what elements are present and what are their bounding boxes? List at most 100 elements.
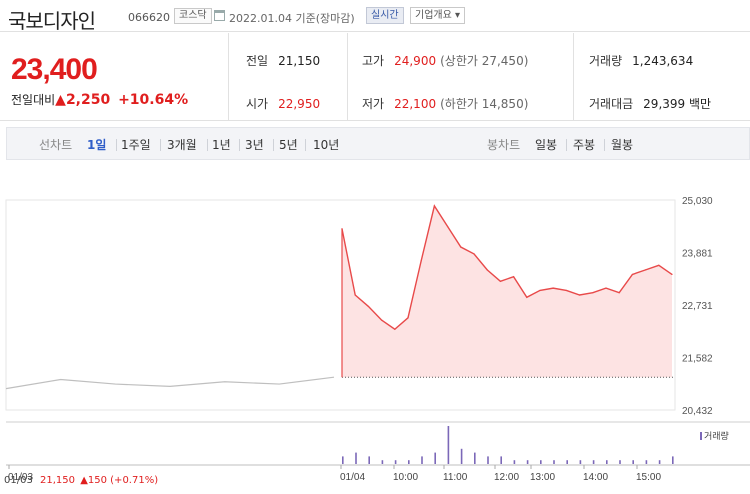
volume-bar bbox=[645, 460, 648, 464]
calendar-icon bbox=[214, 10, 225, 21]
divider bbox=[573, 33, 574, 121]
volume-bar bbox=[566, 460, 568, 464]
y-tick-label: 25,030 bbox=[682, 196, 713, 207]
volume-bar bbox=[408, 460, 410, 464]
line-chart-label: 선차트 bbox=[39, 138, 73, 152]
plot-frame bbox=[5, 199, 676, 411]
base-date: 2022.01.04 기준(장마감) bbox=[229, 12, 355, 25]
tab-monthly-candle[interactable]: 월봉 bbox=[611, 138, 634, 152]
y-tick-label: 23,881 bbox=[682, 248, 713, 259]
price-point bbox=[473, 253, 475, 255]
y-tick-label: 21,582 bbox=[682, 353, 713, 364]
x-tick-label: 01/04 bbox=[340, 472, 365, 483]
volume-bar bbox=[355, 452, 357, 464]
price-point bbox=[539, 289, 541, 292]
volume-bar bbox=[619, 460, 621, 464]
change-label: 전일대비 bbox=[11, 93, 56, 107]
market-badge: 코스닥 bbox=[174, 8, 212, 24]
volume-bar bbox=[368, 456, 370, 464]
price-point bbox=[367, 305, 369, 308]
tab-daily-candle[interactable]: 일봉 bbox=[535, 138, 558, 152]
price-point bbox=[526, 296, 528, 298]
volume-bar bbox=[579, 460, 582, 464]
tab-1day[interactable]: 1일 bbox=[87, 138, 107, 152]
trading-amount: 거래대금 29,399 백만 bbox=[589, 97, 712, 111]
low-price: 저가 22,100 (하한가 14,850) bbox=[362, 97, 529, 111]
price-line bbox=[341, 204, 673, 331]
price-point bbox=[341, 228, 343, 230]
tab-3months[interactable]: 3개월 bbox=[167, 138, 197, 152]
price-point bbox=[447, 225, 449, 228]
price-point bbox=[579, 294, 581, 296]
price-point bbox=[394, 328, 396, 330]
hover-date: 01/03 bbox=[4, 475, 33, 486]
volume-bar bbox=[394, 460, 397, 464]
trading-volume: 거래량 1,243,634 bbox=[589, 54, 694, 68]
candle-chart-label: 봉차트 bbox=[487, 138, 521, 152]
change-percent: +10.64% bbox=[118, 92, 189, 108]
price-change: 전일대비▲2,250 +10.64% bbox=[11, 91, 188, 108]
volume-legend: 거래량 bbox=[700, 429, 729, 442]
tab-5years[interactable]: 5년 bbox=[279, 138, 298, 152]
tab-10years[interactable]: 10년 bbox=[313, 138, 340, 152]
x-tick-label: 15:00 bbox=[636, 472, 661, 483]
volume-bar bbox=[342, 456, 344, 464]
volume-bar bbox=[421, 456, 423, 464]
x-tick-label: 14:00 bbox=[583, 472, 608, 483]
open-price: 시가 22,950 bbox=[246, 97, 321, 111]
tab-1year[interactable]: 1년 bbox=[212, 138, 231, 152]
volume-bar bbox=[526, 460, 529, 464]
volume-bar bbox=[460, 448, 463, 464]
volume-bar bbox=[592, 460, 595, 464]
volume-legend-swatch bbox=[700, 432, 702, 440]
price-summary: 23,400 전일대비▲2,250 +10.64% 전일 21,150 시가 22,… bbox=[0, 33, 750, 121]
volume-bar bbox=[658, 460, 661, 464]
stock-code: 066620 bbox=[128, 11, 170, 24]
hover-price: 21,150 bbox=[40, 475, 76, 486]
x-tick-label: 01/03 bbox=[8, 472, 33, 483]
volume-bar bbox=[487, 456, 489, 464]
hover-change: ▲150 (+0.71%) bbox=[80, 475, 159, 486]
tab-3years[interactable]: 3년 bbox=[245, 138, 264, 152]
volume-bar bbox=[513, 460, 516, 464]
hover-info: 01/03 21,150 ▲150 (+0.71%) bbox=[4, 475, 158, 486]
tab-1week[interactable]: 1주일 bbox=[121, 138, 151, 152]
price-point bbox=[420, 260, 422, 262]
price-point bbox=[565, 289, 568, 292]
realtime-button[interactable]: 실시간 bbox=[366, 7, 404, 24]
change-amount: ▲2,250 bbox=[55, 92, 111, 108]
price-point bbox=[618, 292, 620, 294]
price-point bbox=[552, 287, 554, 289]
volume-bar bbox=[474, 452, 476, 464]
high-price: 고가 24,900 (상한가 27,450) bbox=[362, 54, 529, 68]
price-point bbox=[513, 276, 515, 278]
stock-header: 국보디자인 066620 코스닥 2022.01.04 기준(장마감) 실시간 … bbox=[0, 0, 750, 33]
volume-bar bbox=[672, 456, 674, 464]
stock-name: 국보디자인 bbox=[8, 9, 96, 33]
price-point bbox=[645, 269, 647, 271]
volume-bar bbox=[606, 460, 608, 464]
period-tabs: 선차트 1일 1주일 3개월 1년 3년 5년 10년 봉차트 일봉 주봉 월봉 bbox=[6, 127, 750, 160]
prev-day-line bbox=[5, 376, 335, 390]
price-point bbox=[592, 292, 594, 294]
price-point bbox=[407, 317, 409, 319]
tab-weekly-candle[interactable]: 주봉 bbox=[573, 138, 596, 152]
x-tick-label: 13:00 bbox=[530, 472, 555, 483]
price-point bbox=[499, 280, 501, 282]
x-tick-label: 10:00 bbox=[393, 472, 418, 483]
volume-bar bbox=[381, 460, 384, 464]
current-price: 23,400 bbox=[11, 53, 98, 86]
price-area-fill bbox=[342, 205, 672, 378]
price-point bbox=[354, 294, 356, 296]
company-overview-dropdown[interactable]: 기업개요 ▾ bbox=[410, 7, 465, 24]
y-tick-label: 20,432 bbox=[682, 406, 713, 417]
current-price-panel: 23,400 전일대비▲2,250 +10.64% bbox=[0, 33, 229, 121]
prev-close: 전일 21,150 bbox=[246, 54, 321, 68]
volume-bar bbox=[540, 460, 542, 464]
volume-bar bbox=[500, 456, 502, 464]
y-tick-label: 22,731 bbox=[682, 301, 713, 312]
price-point bbox=[433, 205, 435, 207]
volume-bar bbox=[447, 426, 450, 464]
price-point bbox=[605, 287, 607, 289]
